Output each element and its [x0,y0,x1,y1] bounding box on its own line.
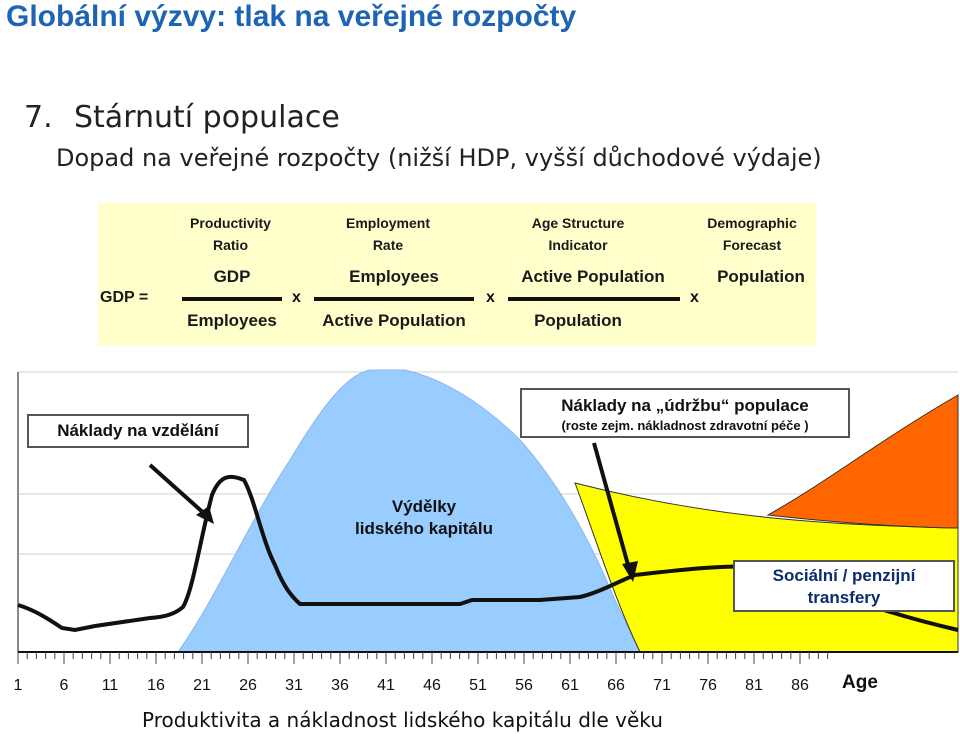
fraction-bar-2 [314,297,474,301]
gdp-formula-box: Productivity Ratio Employment Rate Age Str… [98,203,816,346]
x-axis-tick-labels: 1 6 11 16 21 26 31 36 41 46 51 56 61 66 71 76 81 86 [14,677,809,694]
factor-3-numerator: Active Population [521,267,665,286]
earnings-label: Výdělky lidského kapitálu [355,497,493,538]
multiply-operator-2: x [486,289,495,306]
x-tick-label: 21 [193,677,211,694]
x-axis-ticks [17,652,829,664]
multiply-operator-1: x [292,289,301,306]
x-tick-label: 36 [331,677,349,694]
x-tick-label: 31 [285,677,303,694]
factor-2-label: Employment Rate [345,215,430,253]
x-tick-label: 76 [699,677,717,694]
multiply-operator-3: x [690,289,699,306]
earnings-area [177,369,641,653]
education-callout: Náklady na vzdělání [27,414,249,448]
subheading: Dopad na veřejné rozpočty (nižší HDP, vy… [56,144,822,172]
x-tick-label: 26 [239,677,257,694]
chart-caption: Produktivita a nákladnost lidského kapit… [142,708,663,732]
x-tick-label: 51 [469,677,487,694]
x-tick-label: 61 [561,677,579,694]
factor-3-label: Age Structure Indicator [531,215,625,253]
fraction-bar-1 [182,297,282,301]
factor-2-denominator: Active Population [322,311,466,330]
x-tick-label: 66 [607,677,625,694]
maintenance-callout: Náklady na „údržbu“ populace (roste zejm… [520,388,850,438]
maintenance-arrow-head [622,561,638,582]
formula-lhs: GDP = [100,289,149,306]
x-tick-label: 6 [60,677,69,694]
maintenance-callout-title: Náklady na „údržbu“ populace [561,396,809,415]
x-tick-label: 81 [745,677,763,694]
factor-1-numerator: GDP [213,267,251,286]
maintenance-arrow [592,442,632,573]
education-arrow [148,463,209,518]
education-arrow-head [196,506,214,524]
x-tick-label: 1 [14,677,23,694]
point-number: 7. [24,100,53,135]
transfers-callout: Sociální / penzijní transfery [733,560,955,612]
slide-title: Globální výzvy: tlak na veřejné rozpočty [6,0,577,33]
x-axis-label: Age [842,672,878,693]
x-tick-label: 11 [102,677,119,694]
x-tick-label: 71 [653,677,671,694]
x-tick-label: 56 [515,677,533,694]
transfers-area [766,394,959,529]
factor-1-label: Productivity Ratio [190,215,271,253]
maintenance-callout-subtitle: (roste zejm. nákladnost zdravotní péče ) [561,418,809,433]
factor-1-denominator: Employees [187,311,277,330]
fraction-bar-3 [508,297,680,301]
x-tick-label: 41 [377,677,395,694]
x-tick-label: 16 [147,677,165,694]
factor-4-numerator: Population [717,267,805,286]
point-heading: 7. Stárnutí populace [24,100,340,135]
factor-3-denominator: Population [534,311,622,330]
factor-2-numerator: Employees [349,267,439,286]
point-heading-text: Stárnutí populace [74,100,340,135]
x-tick-label: 46 [423,677,441,694]
factor-4-label: Demographic Forecast [707,215,797,253]
x-tick-label: 86 [791,677,809,694]
